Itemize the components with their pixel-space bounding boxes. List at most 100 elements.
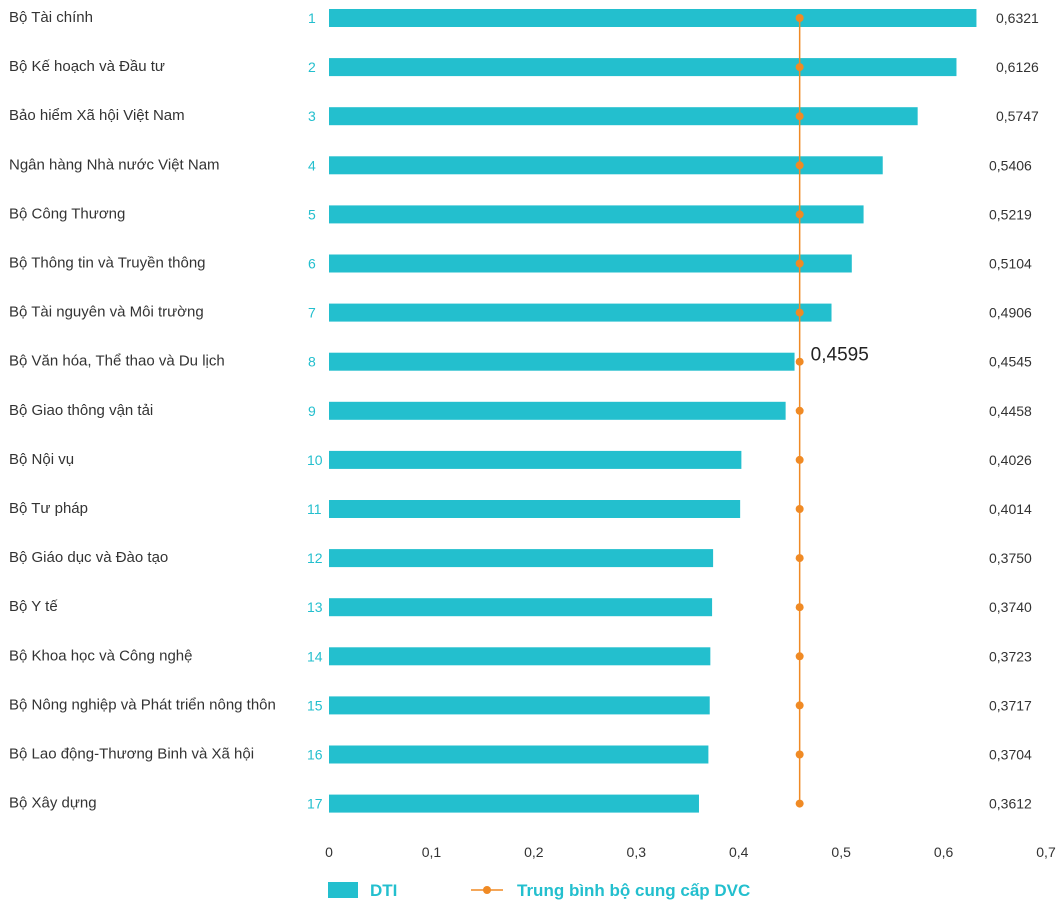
value-label: 0,3750 (989, 550, 1032, 566)
average-marker (795, 259, 804, 268)
value-label: 0,3704 (989, 747, 1032, 763)
row-17: Bộ Xây dựng 17 0,3612 (9, 794, 1032, 813)
category-label: Bộ Tài chính (9, 9, 93, 26)
average-marker (795, 161, 804, 170)
rank-label: 10 (307, 452, 323, 468)
average-marker (795, 554, 804, 563)
dti-bar (329, 254, 852, 273)
average-marker (795, 63, 804, 72)
dti-bar (329, 58, 957, 77)
row-8: Bộ Văn hóa, Thể thao và Du lịch 8 0,4545 (9, 352, 1032, 371)
average-marker (795, 652, 804, 661)
row-7: Bộ Tài nguyên và Môi trường 7 0,4906 (9, 303, 1032, 322)
average-marker (795, 603, 804, 612)
legend-dti-label: DTI (370, 881, 397, 900)
value-label: 0,5219 (989, 206, 1032, 222)
category-label: Bộ Tài nguyên và Môi trường (9, 304, 204, 321)
category-label: Bộ Giáo dục và Đào tạo (9, 549, 168, 566)
average-marker (795, 406, 804, 415)
category-label: Bảo hiểm Xã hội Việt Nam (9, 107, 185, 124)
average-marker (795, 750, 804, 759)
dti-bar (329, 303, 832, 322)
dti-bar (329, 598, 713, 617)
value-label: 0,4026 (989, 452, 1032, 468)
row-14: Bộ Khoa học và Công nghệ 14 0,3723 (9, 647, 1032, 666)
rank-label: 17 (307, 796, 323, 812)
x-tick-label: 0,6 (934, 844, 954, 860)
row-16: Bộ Lao động-Thương Binh và Xã hội 16 0,370… (9, 745, 1032, 764)
rank-label: 9 (308, 403, 316, 419)
value-label: 0,4906 (989, 305, 1032, 321)
average-marker (795, 112, 804, 121)
category-label: Bộ Nội vụ (9, 451, 74, 468)
rank-label: 13 (307, 599, 323, 615)
row-6: Bộ Thông tin và Truyền thông 6 0,5104 (9, 254, 1032, 273)
rank-label: 5 (308, 206, 316, 222)
rank-label: 7 (308, 305, 316, 321)
legend-average-label: Trung bình bộ cung cấp DVC (517, 881, 750, 900)
dti-bar (329, 500, 741, 518)
average-marker (795, 210, 804, 219)
x-tick-label: 0,1 (422, 844, 442, 860)
rank-label: 8 (308, 354, 316, 370)
average-marker (795, 505, 804, 513)
average-marker (795, 308, 804, 317)
row-11: Bộ Tư pháp 11 0,4014 (9, 500, 1032, 518)
average-marker (795, 357, 804, 366)
x-tick-label: 0,3 (627, 844, 647, 860)
row-10: Bộ Nội vụ 10 0,4026 (9, 450, 1032, 469)
value-label: 0,4014 (989, 501, 1032, 517)
rank-label: 15 (307, 697, 323, 713)
category-label: Bộ Tư pháp (9, 500, 88, 517)
rank-label: 6 (308, 256, 316, 272)
row-4: Ngân hàng Nhà nước Việt Nam 4 0,5406 (9, 156, 1032, 175)
dti-bar (329, 156, 883, 175)
legend-average-marker (483, 886, 491, 894)
row-1: Bộ Tài chính 1 0,6321 (9, 9, 1039, 27)
value-label: 0,4545 (989, 354, 1032, 370)
value-label: 0,3740 (989, 599, 1032, 615)
category-label: Bộ Công Thương (9, 205, 125, 222)
category-label: Ngân hàng Nhà nước Việt Nam (9, 156, 220, 173)
rank-label: 14 (307, 648, 323, 664)
rank-label: 3 (308, 108, 316, 124)
legend: DTI Trung bình bộ cung cấp DVC (328, 881, 750, 900)
category-label: Bộ Lao động-Thương Binh và Xã hội (9, 746, 254, 763)
dti-bar (329, 450, 742, 469)
average-marker (795, 701, 804, 710)
dti-bar (329, 9, 977, 27)
x-tick-label: 0 (325, 844, 333, 860)
value-label: 0,5747 (996, 108, 1039, 124)
category-label: Bộ Văn hóa, Thể thao và Du lịch (9, 353, 225, 370)
average-marker (795, 455, 804, 464)
rank-label: 1 (308, 10, 316, 26)
row-3: Bảo hiểm Xã hội Việt Nam 3 0,5747 (9, 107, 1039, 126)
value-label: 0,6321 (996, 10, 1039, 26)
category-label: Bộ Kế hoạch và Đầu tư (9, 58, 165, 75)
value-label: 0,3717 (989, 697, 1032, 713)
average-series: 0,4595 (795, 14, 869, 808)
legend-dti-swatch (328, 882, 358, 898)
value-label: 0,6126 (996, 59, 1039, 75)
row-13: Bộ Y tế 13 0,3740 (9, 598, 1032, 617)
category-label: Bộ Thông tin và Truyền thông (9, 255, 206, 272)
average-marker (795, 799, 804, 808)
value-label: 0,3723 (989, 648, 1032, 664)
category-label: Bộ Xây dựng (9, 795, 97, 812)
dti-bar (329, 352, 795, 371)
rank-label: 16 (307, 747, 323, 763)
rank-label: 11 (307, 501, 322, 517)
category-label: Bộ Giao thông vận tải (9, 402, 153, 419)
dti-bar (329, 745, 709, 764)
rank-label: 4 (308, 157, 316, 173)
rank-label: 12 (307, 550, 323, 566)
category-label: Bộ Nông nghiệp và Phát triển nông thôn (9, 696, 276, 713)
row-5: Bộ Công Thương 5 0,5219 (9, 205, 1032, 224)
value-label: 0,3612 (989, 796, 1032, 812)
category-label: Bộ Khoa học và Công nghệ (9, 647, 192, 664)
dti-bar (329, 401, 786, 420)
x-tick-label: 0,5 (831, 844, 851, 860)
row-15: Bộ Nông nghiệp và Phát triển nông thôn 15… (9, 696, 1032, 715)
chart-rows: Bộ Tài chính 1 0,6321 Bộ Kế hoạch và Đầu tư… (9, 9, 1039, 813)
